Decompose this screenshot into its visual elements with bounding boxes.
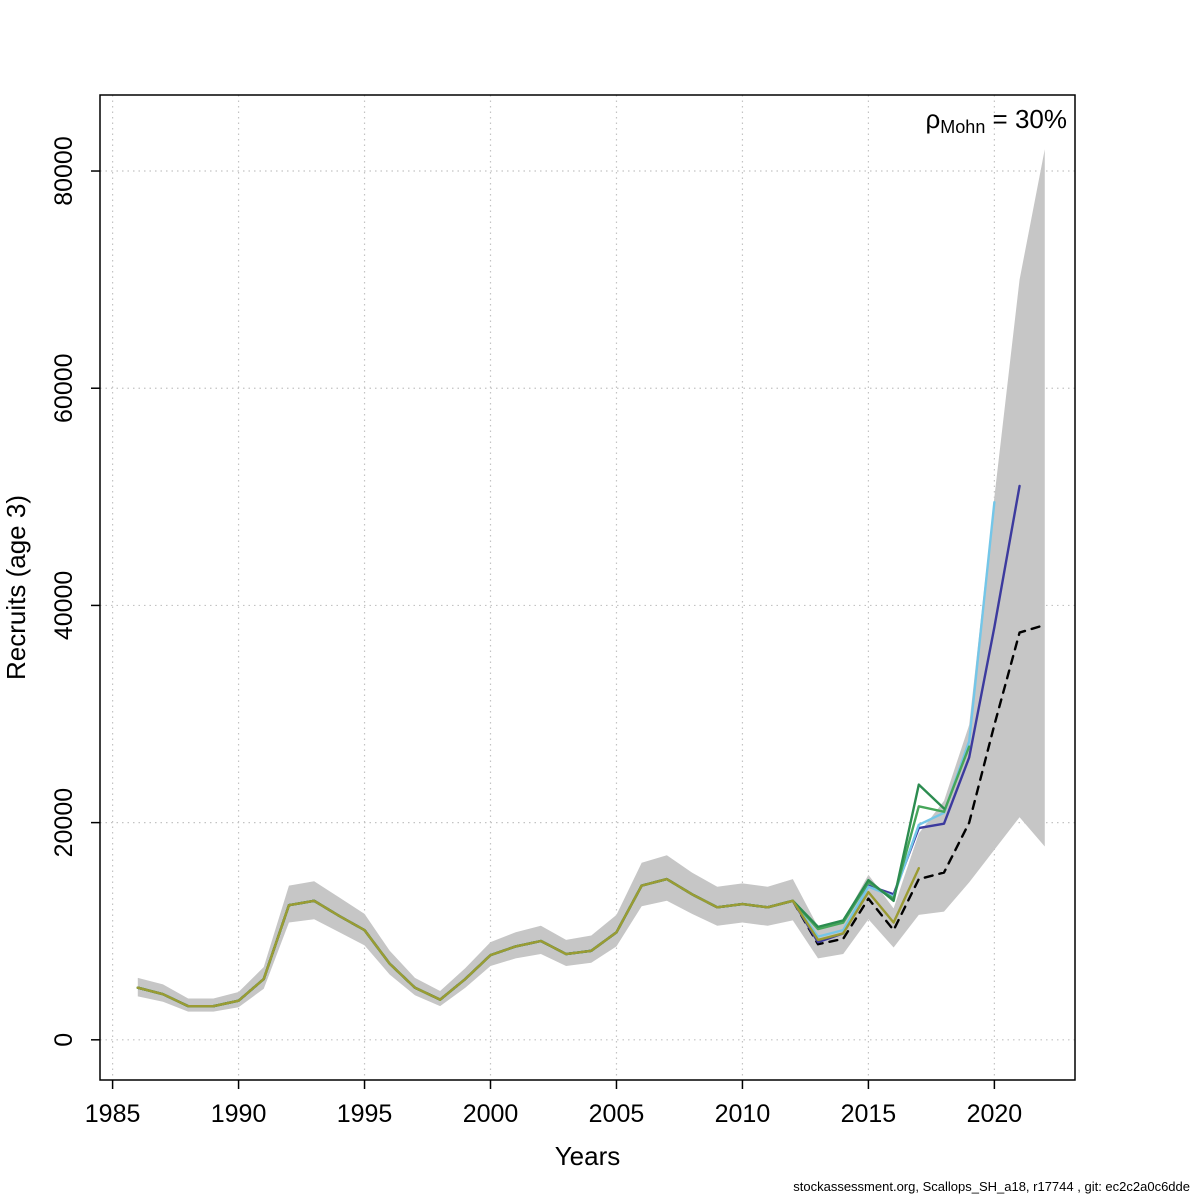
retro-peel-2019-line <box>136 745 971 1008</box>
x-tick-label: 1995 <box>337 1100 393 1128</box>
y-tick-label: 80000 <box>50 136 78 206</box>
x-tick-label: 2020 <box>967 1100 1023 1128</box>
x-axis-label: Years <box>555 1141 621 1171</box>
y-axis: 0 20000 40000 60000 80000 <box>50 136 100 1047</box>
y-tick-label: 40000 <box>50 571 78 641</box>
y-tick-label: 60000 <box>50 353 78 423</box>
retro-peel-2017-line <box>136 867 920 1008</box>
x-tick-label: 2005 <box>589 1100 645 1128</box>
y-axis-label: Recruits (age 3) <box>1 495 31 680</box>
x-tick-label: 1990 <box>211 1100 267 1128</box>
x-tick-label: 2010 <box>715 1100 771 1128</box>
gridlines <box>100 95 1075 1080</box>
confidence-band <box>137 149 1045 1012</box>
y-tick-label: 0 <box>50 1033 78 1047</box>
retro-peel-2020-line <box>136 501 996 1008</box>
x-tick-label: 2015 <box>841 1100 897 1128</box>
x-axis: 1985 1990 1995 2000 2005 2010 2015 2020 <box>85 1080 1022 1128</box>
y-tick-label: 20000 <box>50 788 78 858</box>
footer-credit: stockassessment.org, Scallops_SH_a18, r1… <box>793 1179 1190 1194</box>
x-tick-label: 2000 <box>463 1100 519 1128</box>
mohn-rho-annotation: ρMohn = 30% <box>926 104 1068 137</box>
x-tick-label: 1985 <box>85 1100 141 1128</box>
plot-border <box>99 94 1076 1081</box>
